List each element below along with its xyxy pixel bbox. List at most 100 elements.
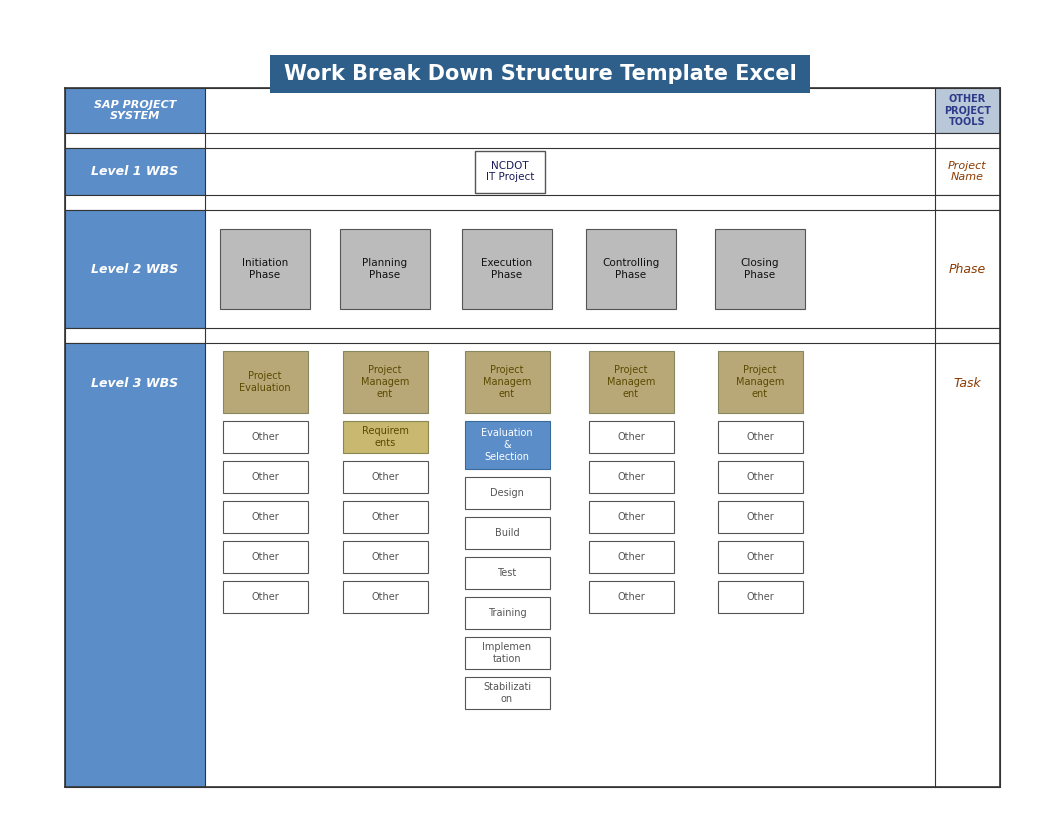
Text: Closing
Phase: Closing Phase: [741, 258, 779, 279]
Text: Planning
Phase: Planning Phase: [363, 258, 408, 279]
Text: Level 3 WBS: Level 3 WBS: [92, 377, 179, 390]
Bar: [342, 351, 427, 413]
Text: Other: Other: [617, 552, 645, 562]
Text: Other: Other: [746, 512, 774, 522]
Bar: [589, 421, 673, 453]
Bar: [464, 597, 550, 629]
Text: Other: Other: [252, 552, 279, 562]
Text: NCDOT
IT Project: NCDOT IT Project: [486, 161, 534, 182]
Text: Implemen
tation: Implemen tation: [482, 642, 532, 663]
Bar: [718, 351, 802, 413]
Bar: [718, 461, 802, 493]
Text: Other: Other: [252, 592, 279, 602]
Text: Project
Managem
ent: Project Managem ent: [736, 365, 784, 399]
Text: Other: Other: [252, 472, 279, 482]
Text: Other: Other: [252, 432, 279, 442]
Bar: [464, 557, 550, 589]
Bar: [464, 421, 550, 469]
Bar: [223, 581, 308, 613]
Text: Other: Other: [371, 592, 398, 602]
Bar: [342, 581, 427, 613]
Bar: [935, 195, 1000, 210]
Bar: [220, 229, 310, 309]
Text: Project
Name: Project Name: [948, 161, 987, 182]
Bar: [64, 133, 205, 148]
Bar: [475, 150, 545, 193]
Bar: [935, 133, 1000, 148]
Bar: [589, 461, 673, 493]
Bar: [935, 343, 1000, 787]
Text: Task: Task: [953, 377, 981, 390]
Text: Design: Design: [490, 488, 524, 498]
Text: Other: Other: [746, 432, 774, 442]
Bar: [464, 477, 550, 509]
Text: Stabilizati
on: Stabilizati on: [483, 682, 531, 703]
Bar: [462, 229, 552, 309]
Text: Project
Managem
ent: Project Managem ent: [360, 365, 409, 399]
Bar: [935, 88, 1000, 133]
Text: Project
Evaluation: Project Evaluation: [239, 371, 291, 393]
Bar: [64, 195, 205, 210]
Bar: [715, 229, 805, 309]
Bar: [464, 517, 550, 549]
Bar: [586, 229, 676, 309]
Text: Other: Other: [617, 512, 645, 522]
Bar: [718, 581, 802, 613]
Bar: [223, 351, 308, 413]
Bar: [64, 148, 205, 195]
Bar: [223, 421, 308, 453]
Bar: [718, 421, 802, 453]
Text: Other: Other: [617, 432, 645, 442]
Text: Other: Other: [371, 472, 398, 482]
Text: Other: Other: [617, 472, 645, 482]
Bar: [464, 637, 550, 669]
Bar: [223, 461, 308, 493]
Text: Work Break Down Structure Template Excel: Work Break Down Structure Template Excel: [283, 64, 796, 84]
Bar: [342, 461, 427, 493]
Bar: [935, 148, 1000, 195]
Bar: [64, 328, 205, 343]
Bar: [340, 229, 430, 309]
Bar: [64, 88, 205, 133]
Text: Phase: Phase: [949, 262, 986, 275]
Bar: [589, 581, 673, 613]
Bar: [589, 351, 673, 413]
Text: Evaluation
&
Selection: Evaluation & Selection: [481, 428, 533, 462]
Bar: [342, 421, 427, 453]
Bar: [589, 541, 673, 573]
Text: Level 2 WBS: Level 2 WBS: [92, 262, 179, 275]
Bar: [718, 501, 802, 533]
Text: Project
Managem
ent: Project Managem ent: [607, 365, 655, 399]
Bar: [205, 88, 935, 787]
Bar: [464, 351, 550, 413]
Bar: [64, 210, 205, 328]
Bar: [342, 541, 427, 573]
Bar: [935, 210, 1000, 328]
Text: Other: Other: [746, 592, 774, 602]
Text: Requirem
ents: Requirem ents: [361, 426, 408, 448]
Bar: [935, 328, 1000, 343]
Bar: [270, 55, 810, 93]
Bar: [718, 541, 802, 573]
Text: Level 1 WBS: Level 1 WBS: [92, 165, 179, 178]
Text: SAP PROJECT
SYSTEM: SAP PROJECT SYSTEM: [94, 100, 177, 121]
Text: Other: Other: [617, 592, 645, 602]
Text: Initiation
Phase: Initiation Phase: [242, 258, 289, 279]
Text: Other: Other: [746, 472, 774, 482]
Text: Test: Test: [498, 568, 517, 578]
Bar: [464, 677, 550, 709]
Text: Build: Build: [495, 528, 519, 538]
Text: Project
Managem
ent: Project Managem ent: [483, 365, 532, 399]
Text: Training: Training: [487, 608, 526, 618]
Text: Other: Other: [371, 512, 398, 522]
Bar: [64, 343, 205, 787]
Bar: [342, 501, 427, 533]
Text: Execution
Phase: Execution Phase: [481, 258, 533, 279]
Text: Controlling
Phase: Controlling Phase: [602, 258, 660, 279]
Text: Other: Other: [746, 552, 774, 562]
Bar: [223, 541, 308, 573]
Bar: [589, 501, 673, 533]
Text: OTHER
PROJECT
TOOLS: OTHER PROJECT TOOLS: [944, 94, 991, 127]
Text: Other: Other: [371, 552, 398, 562]
Text: Other: Other: [252, 512, 279, 522]
